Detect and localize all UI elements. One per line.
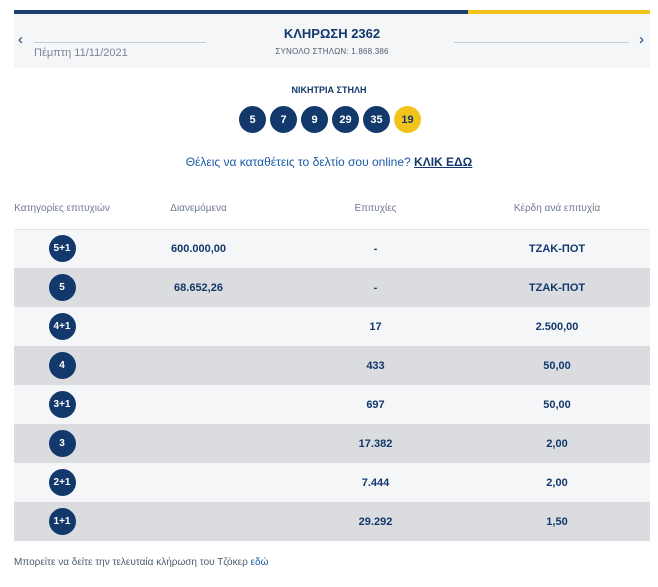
table-row: 2+1 7.444 2,00 <box>14 463 650 502</box>
table-row: 5 68.652,26 - ΤΖΑΚ-ΠΟΤ <box>14 268 650 307</box>
winners-cell: - <box>287 229 464 268</box>
winners-cell: 17 <box>287 307 464 346</box>
category-cell: 2+1 <box>14 463 110 502</box>
winning-number-ball: 35 <box>363 106 390 133</box>
winners-cell: 29.292 <box>287 502 464 541</box>
prize-cell: 50,00 <box>464 385 650 424</box>
distributed-cell <box>110 307 287 346</box>
category-cell: 5+1 <box>14 229 110 268</box>
table-row: 3+1 697 50,00 <box>14 385 650 424</box>
prize-cell: 50,00 <box>464 346 650 385</box>
online-ticket-prompt: Θέλεις να καταθέτεις το δελτίο σου onlin… <box>0 155 658 169</box>
category-badge: 5+1 <box>48 235 76 263</box>
header-winners: Επιτυχίες <box>287 189 464 229</box>
distributed-cell <box>110 385 287 424</box>
prize-cell: ΤΖΑΚ-ΠΟΤ <box>464 268 650 307</box>
distributed-cell: 68.652,26 <box>110 268 287 307</box>
category-cell: 3+1 <box>14 385 110 424</box>
top-accent-bar <box>14 10 650 14</box>
header-category: Κατηγορίες επιτυχιών <box>14 189 110 229</box>
footer-note: Μπορείτε να δείτε την τελευταία κλήρωση … <box>14 557 268 568</box>
footer-text: Μπορείτε να δείτε την τελευταία κλήρωση … <box>14 557 248 568</box>
prize-cell: 2,00 <box>464 463 650 502</box>
header-divider-left <box>34 42 206 43</box>
winners-cell: 433 <box>287 346 464 385</box>
winning-column-label: ΝΙΚΗΤΡΙΑ ΣΤΗΛΗ <box>291 85 367 95</box>
category-cell: 5 <box>14 268 110 307</box>
distributed-cell <box>110 424 287 463</box>
table-row: 4+1 17 2.500,00 <box>14 307 650 346</box>
header-prize: Κέρδη ανά επιτυχία <box>464 189 650 229</box>
draw-date: Πέμπτη 11/11/2021 <box>34 47 128 59</box>
category-badge: 4+1 <box>48 313 76 340</box>
prize-results-table: Κατηγορίες επιτυχιών Διανεμόμενα Επιτυχί… <box>14 189 650 541</box>
prize-cell: 2,00 <box>464 424 650 463</box>
next-draw-chevron-icon[interactable]: › <box>639 31 644 48</box>
draw-total-columns: ΣΥΝΟΛΟ ΣΤΗΛΩΝ: 1.868.386 <box>275 47 389 56</box>
category-badge: 3 <box>48 430 76 457</box>
winners-cell: 697 <box>287 385 464 424</box>
category-cell: 4+1 <box>14 307 110 346</box>
table-row: 4 433 50,00 <box>14 346 650 385</box>
winning-number-ball: 9 <box>301 106 328 133</box>
winning-number-ball: 5 <box>239 106 266 133</box>
winners-cell: 17.382 <box>287 424 464 463</box>
winning-number-ball: 7 <box>270 106 297 133</box>
category-badge: 1+1 <box>48 508 76 535</box>
winners-cell: 7.444 <box>287 463 464 502</box>
category-badge: 3+1 <box>48 391 76 418</box>
winning-numbers: 5 7 9 29 35 19 <box>0 106 658 133</box>
prize-cell: ΤΖΑΚ-ΠΟΤ <box>464 229 650 268</box>
footer-here-link[interactable]: εδώ <box>250 557 269 568</box>
prize-cell: 2.500,00 <box>464 307 650 346</box>
category-badge: 2+1 <box>48 469 76 496</box>
distributed-cell <box>110 502 287 541</box>
draw-header: ‹ Πέμπτη 11/11/2021 ΚΛΗΡΩΣΗ 2362 ΣΥΝΟΛΟ … <box>14 14 650 68</box>
draw-title: ΚΛΗΡΩΣΗ 2362 <box>283 26 381 41</box>
online-ticket-text: Θέλεις να καταθέτεις το δελτίο σου onlin… <box>185 155 411 169</box>
category-cell: 4 <box>14 346 110 385</box>
table-row: 1+1 29.292 1,50 <box>14 502 650 541</box>
prize-cell: 1,50 <box>464 502 650 541</box>
header-divider-right <box>454 42 629 43</box>
previous-draw-chevron-icon[interactable]: ‹ <box>18 31 23 48</box>
table-row: 3 17.382 2,00 <box>14 424 650 463</box>
distributed-cell: 600.000,00 <box>110 229 287 268</box>
header-distributed: Διανεμόμενα <box>110 189 287 229</box>
winning-number-ball: 29 <box>332 106 359 133</box>
category-cell: 3 <box>14 424 110 463</box>
distributed-cell <box>110 346 287 385</box>
distributed-cell <box>110 463 287 502</box>
joker-number-ball: 19 <box>394 106 421 133</box>
category-badge: 4 <box>48 352 76 379</box>
category-badge: 5 <box>48 274 76 301</box>
table-header-row: Κατηγορίες επιτυχιών Διανεμόμενα Επιτυχί… <box>14 189 650 229</box>
category-cell: 1+1 <box>14 502 110 541</box>
winners-cell: - <box>287 268 464 307</box>
table-row: 5+1 600.000,00 - ΤΖΑΚ-ΠΟΤ <box>14 229 650 268</box>
click-here-link[interactable]: ΚΛΙΚ ΕΔΩ <box>414 155 473 169</box>
top-accent-yellow <box>468 10 650 14</box>
